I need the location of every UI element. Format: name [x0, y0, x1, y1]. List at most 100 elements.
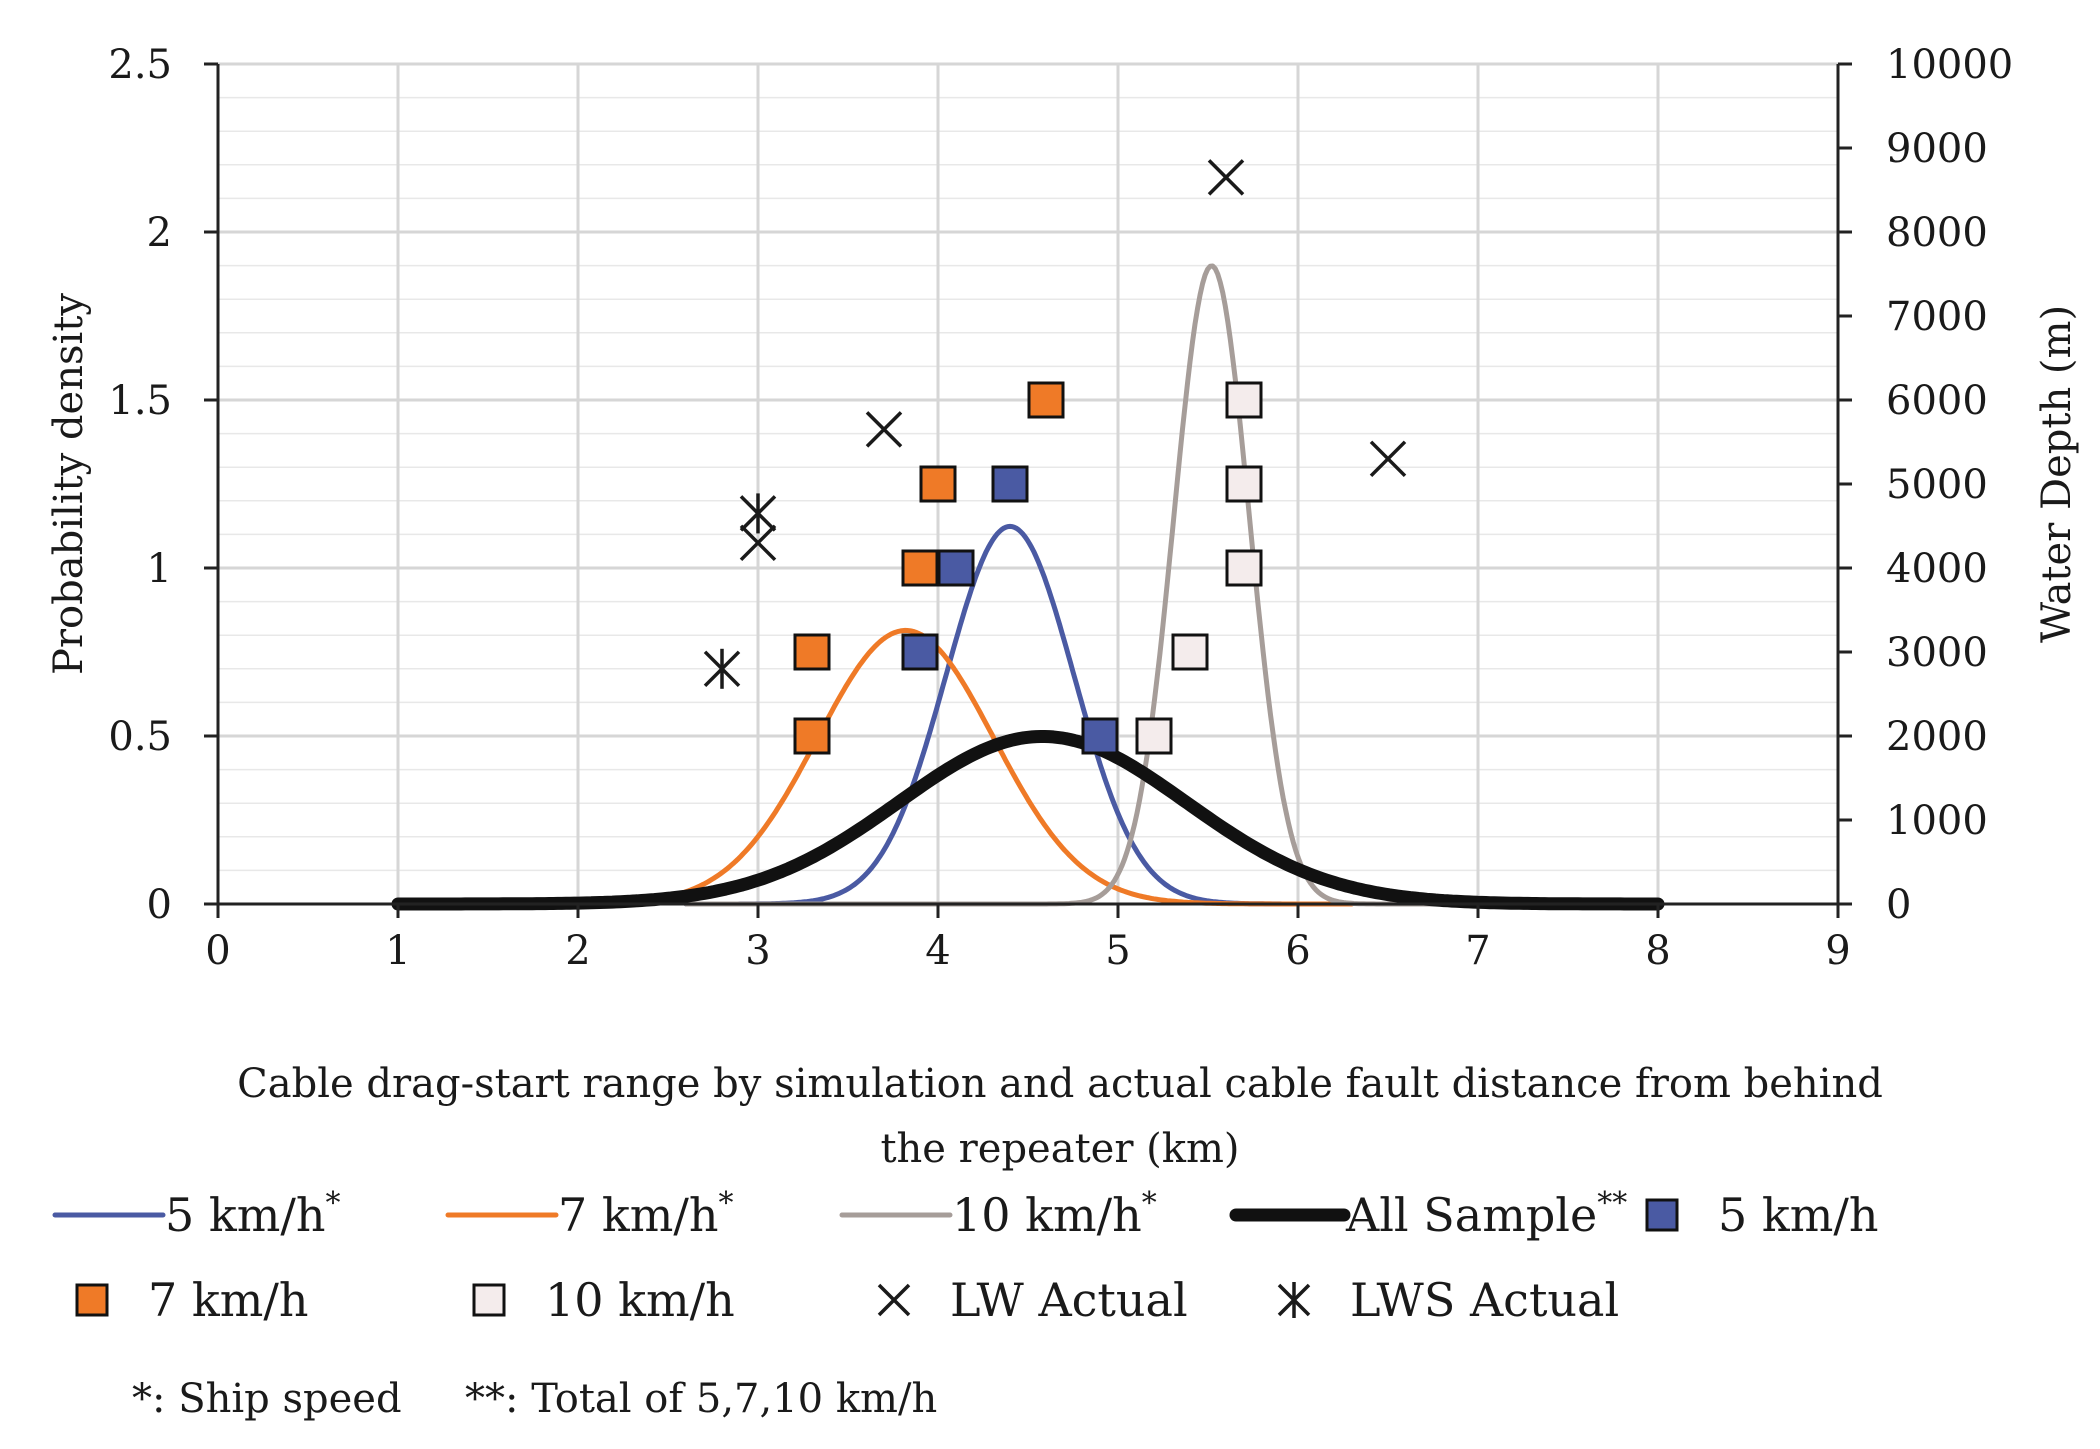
y2-tick-label: 8000	[1886, 210, 1988, 256]
x-tick-label: 2	[565, 928, 590, 974]
marker-square-7-km-h	[1027, 381, 1065, 419]
marker-x-lw-actual	[1369, 440, 1407, 478]
y2-tick-label: 3000	[1886, 630, 1988, 676]
markers	[703, 159, 1407, 755]
footnote-ship-speed: *: Ship speed	[132, 1376, 402, 1422]
marker-square-10-km-h	[1135, 717, 1173, 755]
marker-square-7-km-h	[793, 717, 831, 755]
legend-entry: LWS Actual	[1277, 1273, 1619, 1327]
x-tick-label: 1	[385, 928, 410, 974]
legend-label: LWS Actual	[1350, 1273, 1619, 1327]
marker-square-10-km-h	[1171, 633, 1209, 671]
legend-label-superscript: *	[1142, 1186, 1157, 1221]
curves	[391, 263, 1665, 911]
legend-label-text: 10 km/h	[952, 1188, 1142, 1242]
marker-x-lw-actual-stroke	[1207, 159, 1245, 196]
marker-square-7-km-h	[901, 549, 939, 587]
marker-x-lw-actual	[1207, 159, 1245, 196]
legend-swatch-square	[75, 1283, 109, 1317]
legend-label-superscript: *	[326, 1186, 341, 1221]
y2-tick-label: 10000	[1886, 42, 2013, 88]
marker-star-lws-actual	[739, 493, 777, 534]
y2-tick-label: 0	[1886, 882, 1911, 928]
x-tick-label: 7	[1465, 928, 1490, 974]
legend-label: 7 km/h*	[558, 1186, 734, 1242]
legend-label-text: 5 km/h	[165, 1188, 326, 1242]
y-tick-label: 2.5	[108, 42, 172, 88]
y2-tick-label: 7000	[1886, 294, 1988, 340]
legend-entry: All Sample**	[1229, 1186, 1627, 1242]
y2-tick-label: 5000	[1886, 462, 1988, 508]
y-axis-title: Probability density	[46, 293, 92, 675]
legend-entry: 7 km/h	[75, 1273, 309, 1327]
legend-entry: 5 km/h	[1645, 1188, 1879, 1242]
marker-square-7-km-h	[919, 465, 957, 503]
marker-x-lw-actual	[739, 524, 777, 562]
y2-tick-label: 6000	[1886, 378, 1988, 424]
marker-square-10-km-h	[1225, 381, 1263, 419]
legend-label-text: LWS Actual	[1350, 1273, 1619, 1327]
legend-label: 5 km/h	[1718, 1188, 1879, 1242]
legend-swatch-x	[877, 1283, 911, 1317]
marker-x-lw-actual-stroke	[739, 524, 777, 562]
legend-label-text: All Sample	[1345, 1188, 1597, 1242]
legend-label-text: 10 km/h	[545, 1273, 735, 1327]
y-tick-label: 1	[147, 546, 172, 592]
y-tick-label: 0.5	[108, 714, 172, 760]
y2-axis-title: Water Depth (m)	[2034, 305, 2080, 643]
y2-tick-label: 2000	[1886, 714, 1988, 760]
curve-10-km-h	[683, 263, 1445, 907]
marker-star-lws-actual	[703, 648, 741, 689]
y2-tick-label: 9000	[1886, 126, 1988, 172]
footnote-total: **: Total of 5,7,10 km/h	[465, 1376, 937, 1422]
legend-label: LW Actual	[950, 1273, 1188, 1327]
legend-label: 10 km/h	[545, 1273, 735, 1327]
x-tick-label: 6	[1285, 928, 1310, 974]
curve-all-sample	[391, 730, 1665, 911]
legend-label-text: 5 km/h	[1718, 1188, 1879, 1242]
y-tick-label: 2	[147, 210, 172, 256]
y-tick-label: 0	[147, 882, 172, 928]
legend-swatch-star	[1277, 1282, 1311, 1318]
x-tick-label: 0	[205, 928, 230, 974]
marker-square-7-km-h	[793, 633, 831, 671]
marker-x-lw-actual	[865, 411, 903, 448]
marker-square-5-km-h	[901, 633, 939, 671]
x-tick-label: 3	[745, 928, 770, 974]
grid	[218, 62, 1838, 904]
marker-square-5-km-h	[1081, 717, 1119, 755]
legend-label-text: LW Actual	[950, 1273, 1188, 1327]
legend-entry: 5 km/h*	[52, 1186, 341, 1242]
legend-entry: LW Actual	[877, 1273, 1188, 1327]
legend-label: 5 km/h*	[165, 1186, 341, 1242]
legend-swatch-square	[1645, 1198, 1679, 1232]
y2-tick-label: 4000	[1886, 546, 1988, 592]
legend-swatch-square	[472, 1283, 506, 1317]
marker-square-5-km-h	[937, 549, 975, 587]
legend-entry: 10 km/h	[472, 1273, 735, 1327]
legend-label-superscript: **	[1597, 1186, 1627, 1221]
legend-label-superscript: *	[719, 1186, 734, 1221]
x-axis-title-line-2: the repeater (km)	[880, 1126, 1239, 1172]
legend-label-text: 7 km/h	[558, 1188, 719, 1242]
x-axis-title-line-1: Cable drag-start range by simulation and…	[237, 1061, 1883, 1107]
y-tick-label: 1.5	[108, 378, 172, 424]
marker-x-lw-actual-stroke	[865, 411, 903, 448]
legend-label: All Sample**	[1345, 1186, 1627, 1242]
x-tick-label: 4	[925, 928, 950, 974]
x-tick-label: 5	[1105, 928, 1130, 974]
marker-x-lw-actual-stroke	[1369, 440, 1407, 478]
marker-square-5-km-h	[991, 465, 1029, 503]
legend-entry: 7 km/h*	[445, 1186, 734, 1242]
y2-tick-label: 1000	[1886, 798, 1988, 844]
legend-label-text: 7 km/h	[148, 1273, 309, 1327]
legend-label: 7 km/h	[148, 1273, 309, 1327]
curve-7-km-h	[665, 627, 1355, 907]
marker-square-10-km-h	[1225, 465, 1263, 503]
legend: 5 km/h* 7 km/h* 10 km/h* All Sample** 5 km/h…	[52, 1186, 1879, 1422]
labels: 0 1 2 3 4 5 6 7 8 900.511.522.5010002000300040005…	[46, 42, 2080, 1172]
marker-square-10-km-h	[1225, 549, 1263, 587]
legend-entry: 10 km/h*	[839, 1186, 1157, 1242]
x-tick-label: 8	[1645, 928, 1670, 974]
